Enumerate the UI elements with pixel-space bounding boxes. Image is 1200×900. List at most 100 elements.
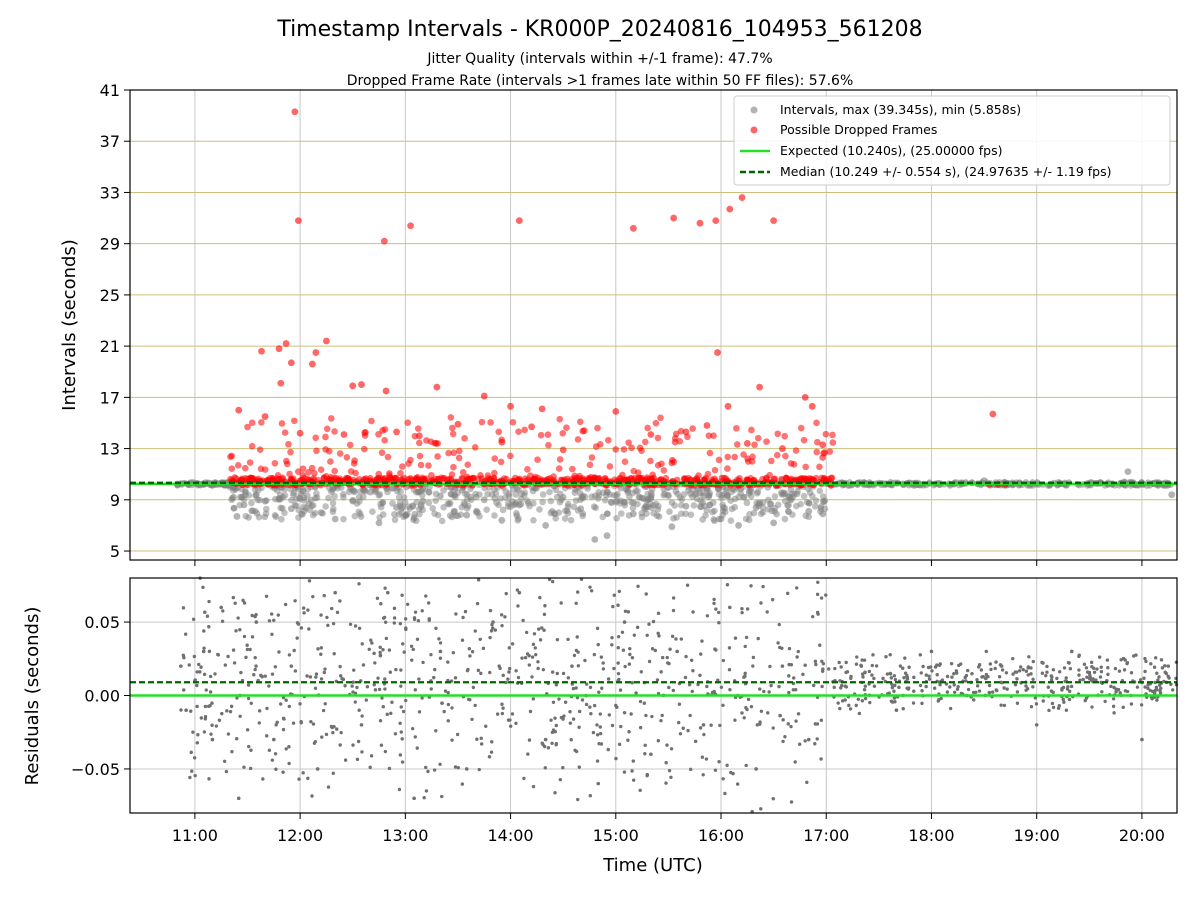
residual-point <box>370 641 374 645</box>
interval-point <box>718 492 726 499</box>
residual-point <box>400 593 404 597</box>
residual-point <box>451 650 456 655</box>
dropped-frame-point <box>258 419 265 426</box>
residual-point <box>261 777 265 781</box>
residual-point <box>1099 669 1104 674</box>
residual-point <box>400 737 404 741</box>
interval-point <box>690 502 698 509</box>
residual-point <box>643 752 647 756</box>
intervals-dense-cloud <box>174 414 1174 525</box>
dropped-frame-point <box>792 447 800 454</box>
residual-point <box>776 641 780 645</box>
residual-point <box>191 730 195 734</box>
dropped-frame-point <box>596 441 604 448</box>
intervals-panel: 5 9 13 17 21 25 29 33 37 41 Intervals (seconds) <box>59 81 1178 561</box>
dropped-frame-point <box>647 431 655 438</box>
residual-point <box>1041 699 1045 703</box>
residual-point <box>595 733 600 737</box>
residual-point <box>570 664 574 668</box>
residual-point <box>1081 677 1085 682</box>
residual-point <box>1097 655 1102 659</box>
x-tick-label: 14:00 <box>488 826 534 845</box>
residual-point <box>731 771 735 776</box>
residual-point <box>685 583 690 587</box>
residual-point <box>689 658 694 662</box>
residual-point <box>488 635 492 640</box>
residual-point <box>636 584 640 588</box>
residual-point <box>894 708 899 712</box>
interval-point <box>724 492 731 500</box>
residual-point <box>1162 679 1166 684</box>
residual-point <box>1015 690 1020 694</box>
residual-point <box>701 773 705 777</box>
interval-point <box>674 490 681 498</box>
residual-point <box>536 666 540 671</box>
dropped-frame-point <box>433 383 441 391</box>
residual-point <box>712 601 716 606</box>
dropped-frame-point <box>654 434 662 442</box>
residual-point <box>195 670 199 674</box>
residual-point <box>1017 669 1022 673</box>
residual-point <box>495 712 500 716</box>
residual-point <box>803 739 807 743</box>
residual-point <box>1067 661 1071 665</box>
residual-point <box>281 716 286 721</box>
interval-point <box>396 499 404 507</box>
interval-point <box>711 507 718 515</box>
interval-point <box>784 501 791 509</box>
interval-point <box>467 496 475 504</box>
residual-point <box>341 677 346 682</box>
residual-point <box>277 650 281 654</box>
residual-point <box>1089 660 1094 665</box>
dropped-frame-point <box>612 446 620 453</box>
residual-point <box>438 762 442 766</box>
residual-point <box>1152 665 1157 669</box>
residual-point <box>1033 696 1038 700</box>
interval-point <box>492 490 500 497</box>
residual-point <box>432 675 436 680</box>
residuals-y-ticks: −0.05 0.00 0.05 <box>71 613 130 779</box>
residual-point <box>323 702 327 706</box>
residual-point <box>520 656 524 660</box>
residual-point <box>616 635 621 639</box>
residual-point <box>816 612 820 616</box>
residual-point <box>385 712 389 717</box>
residual-point <box>1015 677 1019 681</box>
residual-point <box>589 712 593 716</box>
residual-point <box>1157 675 1161 679</box>
residual-point <box>413 688 418 692</box>
legend-label-expected: Expected (10.240s), (25.00000 fps) <box>780 143 1002 158</box>
residual-point <box>826 667 831 671</box>
interval-point <box>601 496 609 504</box>
residual-point <box>561 671 566 676</box>
x-tick-label: 16:00 <box>698 826 744 845</box>
interval-point <box>621 498 628 506</box>
residual-point <box>905 673 909 678</box>
residual-point <box>786 591 790 596</box>
residual-point <box>421 660 425 665</box>
interval-point <box>400 494 408 501</box>
dropped-frame-point <box>628 444 635 452</box>
residual-point <box>1024 669 1029 673</box>
residual-point <box>616 603 620 607</box>
residual-point <box>656 739 661 743</box>
residual-point <box>911 701 916 705</box>
dropped-frame-point <box>689 425 696 432</box>
residual-point <box>202 672 207 677</box>
intervals-reference-lines <box>130 481 1177 486</box>
residual-point <box>267 619 272 623</box>
residual-point <box>412 796 416 801</box>
interval-point <box>756 499 764 507</box>
dropped-frame-point <box>635 475 643 482</box>
interval-point <box>369 508 376 516</box>
residual-point <box>650 714 654 719</box>
interval-point <box>671 502 678 509</box>
dropped-frame-point <box>487 419 494 426</box>
dropped-frame-point <box>724 453 732 461</box>
residual-point <box>272 737 276 742</box>
interval-point <box>800 492 808 500</box>
residual-point <box>442 709 446 714</box>
residual-point <box>500 702 504 706</box>
dropped-frame-point <box>405 460 412 467</box>
interval-point <box>483 506 490 513</box>
